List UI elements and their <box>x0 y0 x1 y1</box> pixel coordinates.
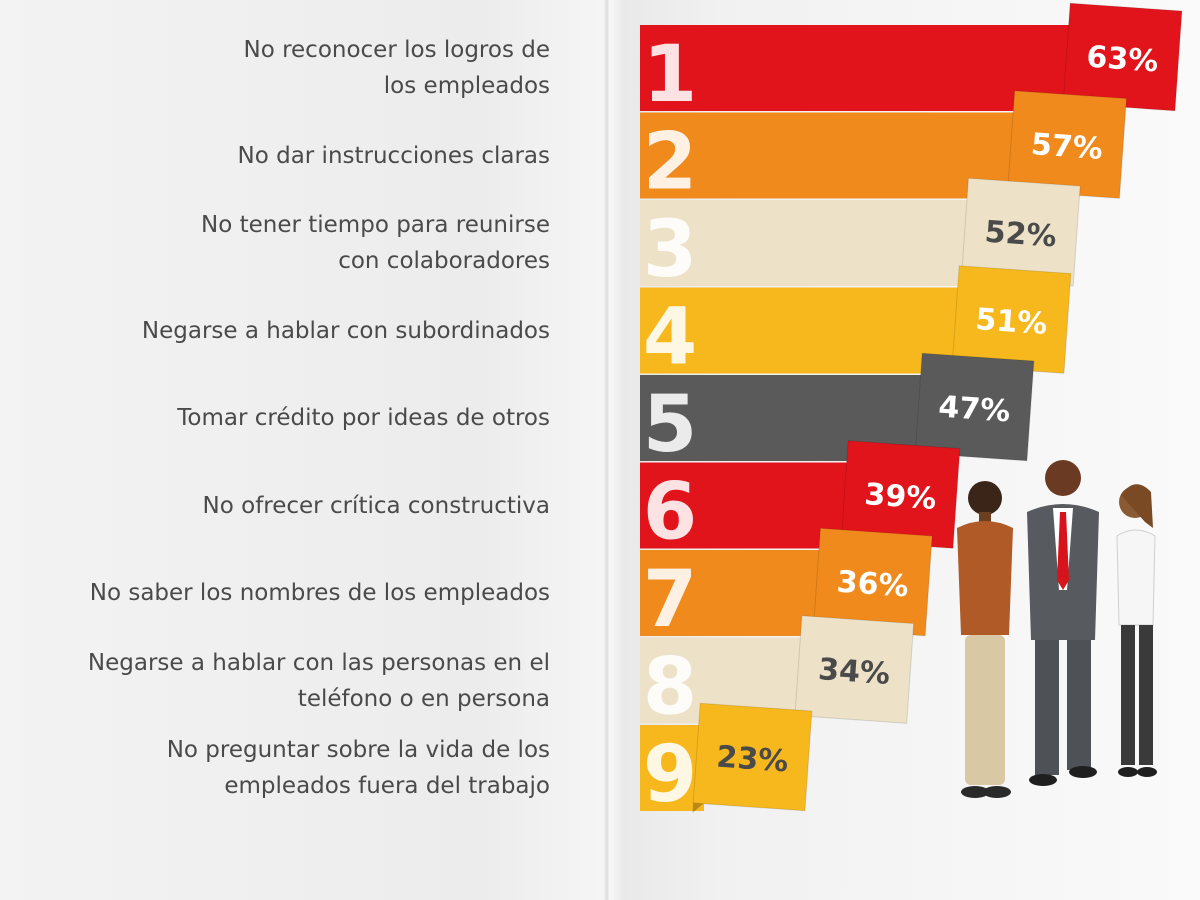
rank-number: 9 <box>643 730 697 820</box>
category-label: No saber los nombres de los empleados <box>89 580 550 606</box>
value-label: 36% <box>836 565 910 605</box>
rank-number: 5 <box>643 380 697 470</box>
bar-6 <box>640 462 852 549</box>
value-tag-3: 52% <box>960 177 1081 288</box>
bar-2 <box>640 112 1019 199</box>
bar-1 <box>640 25 1074 111</box>
person-right <box>1116 484 1157 777</box>
value-tag-box <box>692 702 813 812</box>
value-label: 52% <box>984 215 1058 255</box>
value-tag-6: 39% <box>840 440 961 551</box>
category-label: Negarse a hablar con subordinados <box>141 317 550 344</box>
bar-9 <box>640 725 704 811</box>
rank-number: 2 <box>643 118 697 208</box>
value-label: 63% <box>1085 40 1159 80</box>
rank-number: 1 <box>643 30 697 120</box>
category-label: Negarse a hablar con las personas en el … <box>87 649 550 712</box>
category-label: No preguntar sobre la vida de los emplea… <box>166 737 550 799</box>
value-tag-box <box>914 352 1035 462</box>
category-label: No dar instrucciones claras <box>237 142 551 169</box>
bar-4 <box>640 287 963 374</box>
value-label: 51% <box>974 302 1048 342</box>
value-label: 47% <box>937 390 1011 430</box>
value-tag-4: 51% <box>951 265 1072 376</box>
value-label: 34% <box>817 652 891 692</box>
category-label: No reconocer los logros de los empleados <box>243 37 550 99</box>
bar-3 <box>640 200 973 286</box>
rank-number: 8 <box>643 643 697 733</box>
bar-7 <box>640 550 825 636</box>
category-label: No ofrecer crítica constructiva <box>202 492 550 519</box>
value-label: 23% <box>715 740 789 780</box>
rank-number: 4 <box>643 293 697 383</box>
category-label: Tomar crédito por ideas de otros <box>177 405 550 431</box>
value-tag-box <box>794 615 915 724</box>
person-middle <box>1027 460 1099 786</box>
rank-number: 3 <box>643 205 697 295</box>
rank-number: 6 <box>643 468 697 558</box>
value-label: 39% <box>863 477 937 517</box>
divider <box>604 0 610 900</box>
value-tag-1: 63% <box>1062 2 1183 113</box>
value-tag-9: 23% <box>692 702 813 813</box>
value-tag-8: 34% <box>794 615 915 726</box>
rank-number: 7 <box>643 555 697 645</box>
business-people-illustration <box>957 460 1157 798</box>
value-tag-fold <box>692 802 704 813</box>
person-left <box>957 481 1013 798</box>
category-label: No tener tiempo para reunirse con colabo… <box>201 212 550 274</box>
value-label: 57% <box>1030 127 1104 167</box>
